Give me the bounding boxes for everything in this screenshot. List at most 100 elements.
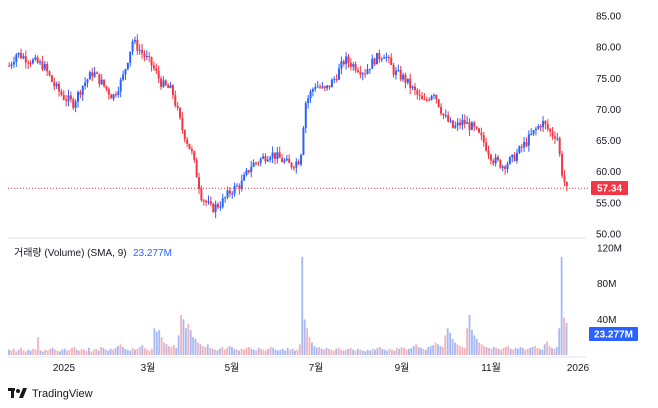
volume-bar bbox=[172, 345, 175, 355]
candle-body bbox=[470, 122, 473, 130]
candle-body bbox=[394, 70, 397, 75]
candle-body bbox=[247, 170, 250, 173]
candle-body bbox=[454, 125, 457, 128]
volume-bar bbox=[151, 348, 153, 355]
volume-bar bbox=[235, 349, 238, 355]
candle-body bbox=[504, 166, 507, 169]
volume-tick-label: 40M bbox=[597, 315, 616, 326]
candle-body bbox=[378, 52, 381, 60]
candle-body bbox=[319, 86, 322, 88]
volume-bar bbox=[22, 350, 25, 355]
time-tick-label: 7월 bbox=[309, 362, 324, 374]
candle-body bbox=[411, 86, 414, 89]
volume-bar bbox=[192, 337, 195, 355]
candle-body bbox=[129, 51, 132, 63]
volume-bar bbox=[441, 346, 444, 355]
price-tick-label: 60.00 bbox=[596, 167, 621, 178]
candle-body bbox=[537, 125, 540, 129]
volume-bar bbox=[546, 341, 549, 355]
candle-body bbox=[425, 99, 428, 101]
volume-bar bbox=[97, 350, 100, 355]
candlestick-series bbox=[8, 34, 568, 219]
volume-bar bbox=[289, 349, 292, 355]
volume-bar bbox=[488, 347, 490, 355]
volume-bar bbox=[565, 322, 568, 355]
volume-bar bbox=[211, 348, 214, 355]
candle-body bbox=[41, 61, 44, 70]
volume-bar bbox=[403, 347, 405, 355]
price-axis[interactable]: 85.00 80.00 75.00 70.00 65.00 60.00 55.00 50.00 bbox=[596, 12, 621, 241]
volume-bar bbox=[175, 347, 178, 355]
volume-bar bbox=[410, 347, 413, 355]
volume-bar bbox=[187, 323, 190, 355]
price-tick-label: 65.00 bbox=[596, 136, 621, 147]
time-axis[interactable]: 2025 3월 5월 7월 9월 11월 2026 bbox=[53, 362, 590, 374]
candle-body bbox=[150, 57, 153, 66]
candle-body bbox=[406, 78, 409, 83]
time-tick-label: 2025 bbox=[53, 363, 76, 374]
tradingview-branding[interactable]: TradingView bbox=[8, 386, 102, 400]
volume-bar bbox=[517, 348, 519, 355]
volume-bar bbox=[131, 347, 134, 355]
candle-body bbox=[50, 75, 53, 82]
volume-bar bbox=[34, 349, 37, 355]
volume-bar bbox=[32, 348, 35, 355]
candle-body bbox=[114, 94, 117, 96]
candle-body bbox=[475, 126, 478, 129]
volume-bar bbox=[560, 256, 563, 355]
volume-bar bbox=[315, 347, 318, 355]
volume-axis[interactable]: 120M 80M 40M bbox=[597, 244, 622, 326]
volume-bar bbox=[347, 348, 350, 355]
candle-body bbox=[202, 200, 205, 202]
candle-body bbox=[494, 157, 497, 164]
volume-bar bbox=[248, 346, 250, 355]
volume-bar bbox=[27, 349, 30, 355]
candle-body bbox=[527, 134, 530, 146]
candle-body bbox=[447, 115, 450, 122]
candle-body bbox=[131, 41, 134, 52]
volume-bar bbox=[231, 346, 233, 355]
volume-bar bbox=[240, 348, 243, 355]
volume-bar bbox=[214, 349, 216, 355]
volume-bar bbox=[536, 347, 539, 355]
candle-body bbox=[235, 185, 238, 187]
candle-body bbox=[300, 154, 303, 165]
candle-body bbox=[285, 158, 288, 161]
volume-bar bbox=[444, 335, 447, 355]
candle-body bbox=[126, 62, 129, 70]
tradingview-logo-icon bbox=[8, 388, 27, 398]
volume-bar bbox=[427, 346, 430, 355]
candle-body bbox=[257, 162, 260, 164]
volume-bar bbox=[153, 328, 156, 355]
candle-body bbox=[432, 94, 435, 96]
candle-body bbox=[39, 61, 42, 63]
candle-body bbox=[364, 73, 367, 75]
candle-body bbox=[440, 106, 443, 114]
price-tick-label: 85.00 bbox=[596, 12, 621, 23]
candle-body bbox=[366, 69, 369, 74]
candle-body bbox=[297, 161, 300, 165]
candle-body bbox=[91, 72, 94, 77]
volume-bar bbox=[194, 338, 197, 355]
candle-body bbox=[205, 200, 208, 203]
volume-bar bbox=[437, 344, 439, 355]
candle-body bbox=[542, 120, 545, 128]
candle-body bbox=[8, 65, 11, 67]
volume-bar bbox=[117, 346, 119, 355]
candle-body bbox=[46, 63, 49, 72]
volume-bar bbox=[376, 347, 379, 355]
volume-bar bbox=[255, 350, 258, 355]
candle-body bbox=[43, 63, 46, 70]
candle-body bbox=[487, 150, 490, 155]
volume-bar bbox=[405, 349, 408, 355]
time-tick-label: 9월 bbox=[395, 362, 410, 374]
volume-bar bbox=[558, 328, 561, 355]
volume-bar bbox=[521, 347, 524, 355]
candle-body bbox=[10, 64, 13, 66]
candle-body bbox=[437, 99, 440, 107]
time-tick-label: 5월 bbox=[225, 362, 240, 374]
candle-body bbox=[349, 62, 352, 67]
volume-bar bbox=[543, 344, 546, 355]
volume-bar bbox=[475, 338, 478, 355]
